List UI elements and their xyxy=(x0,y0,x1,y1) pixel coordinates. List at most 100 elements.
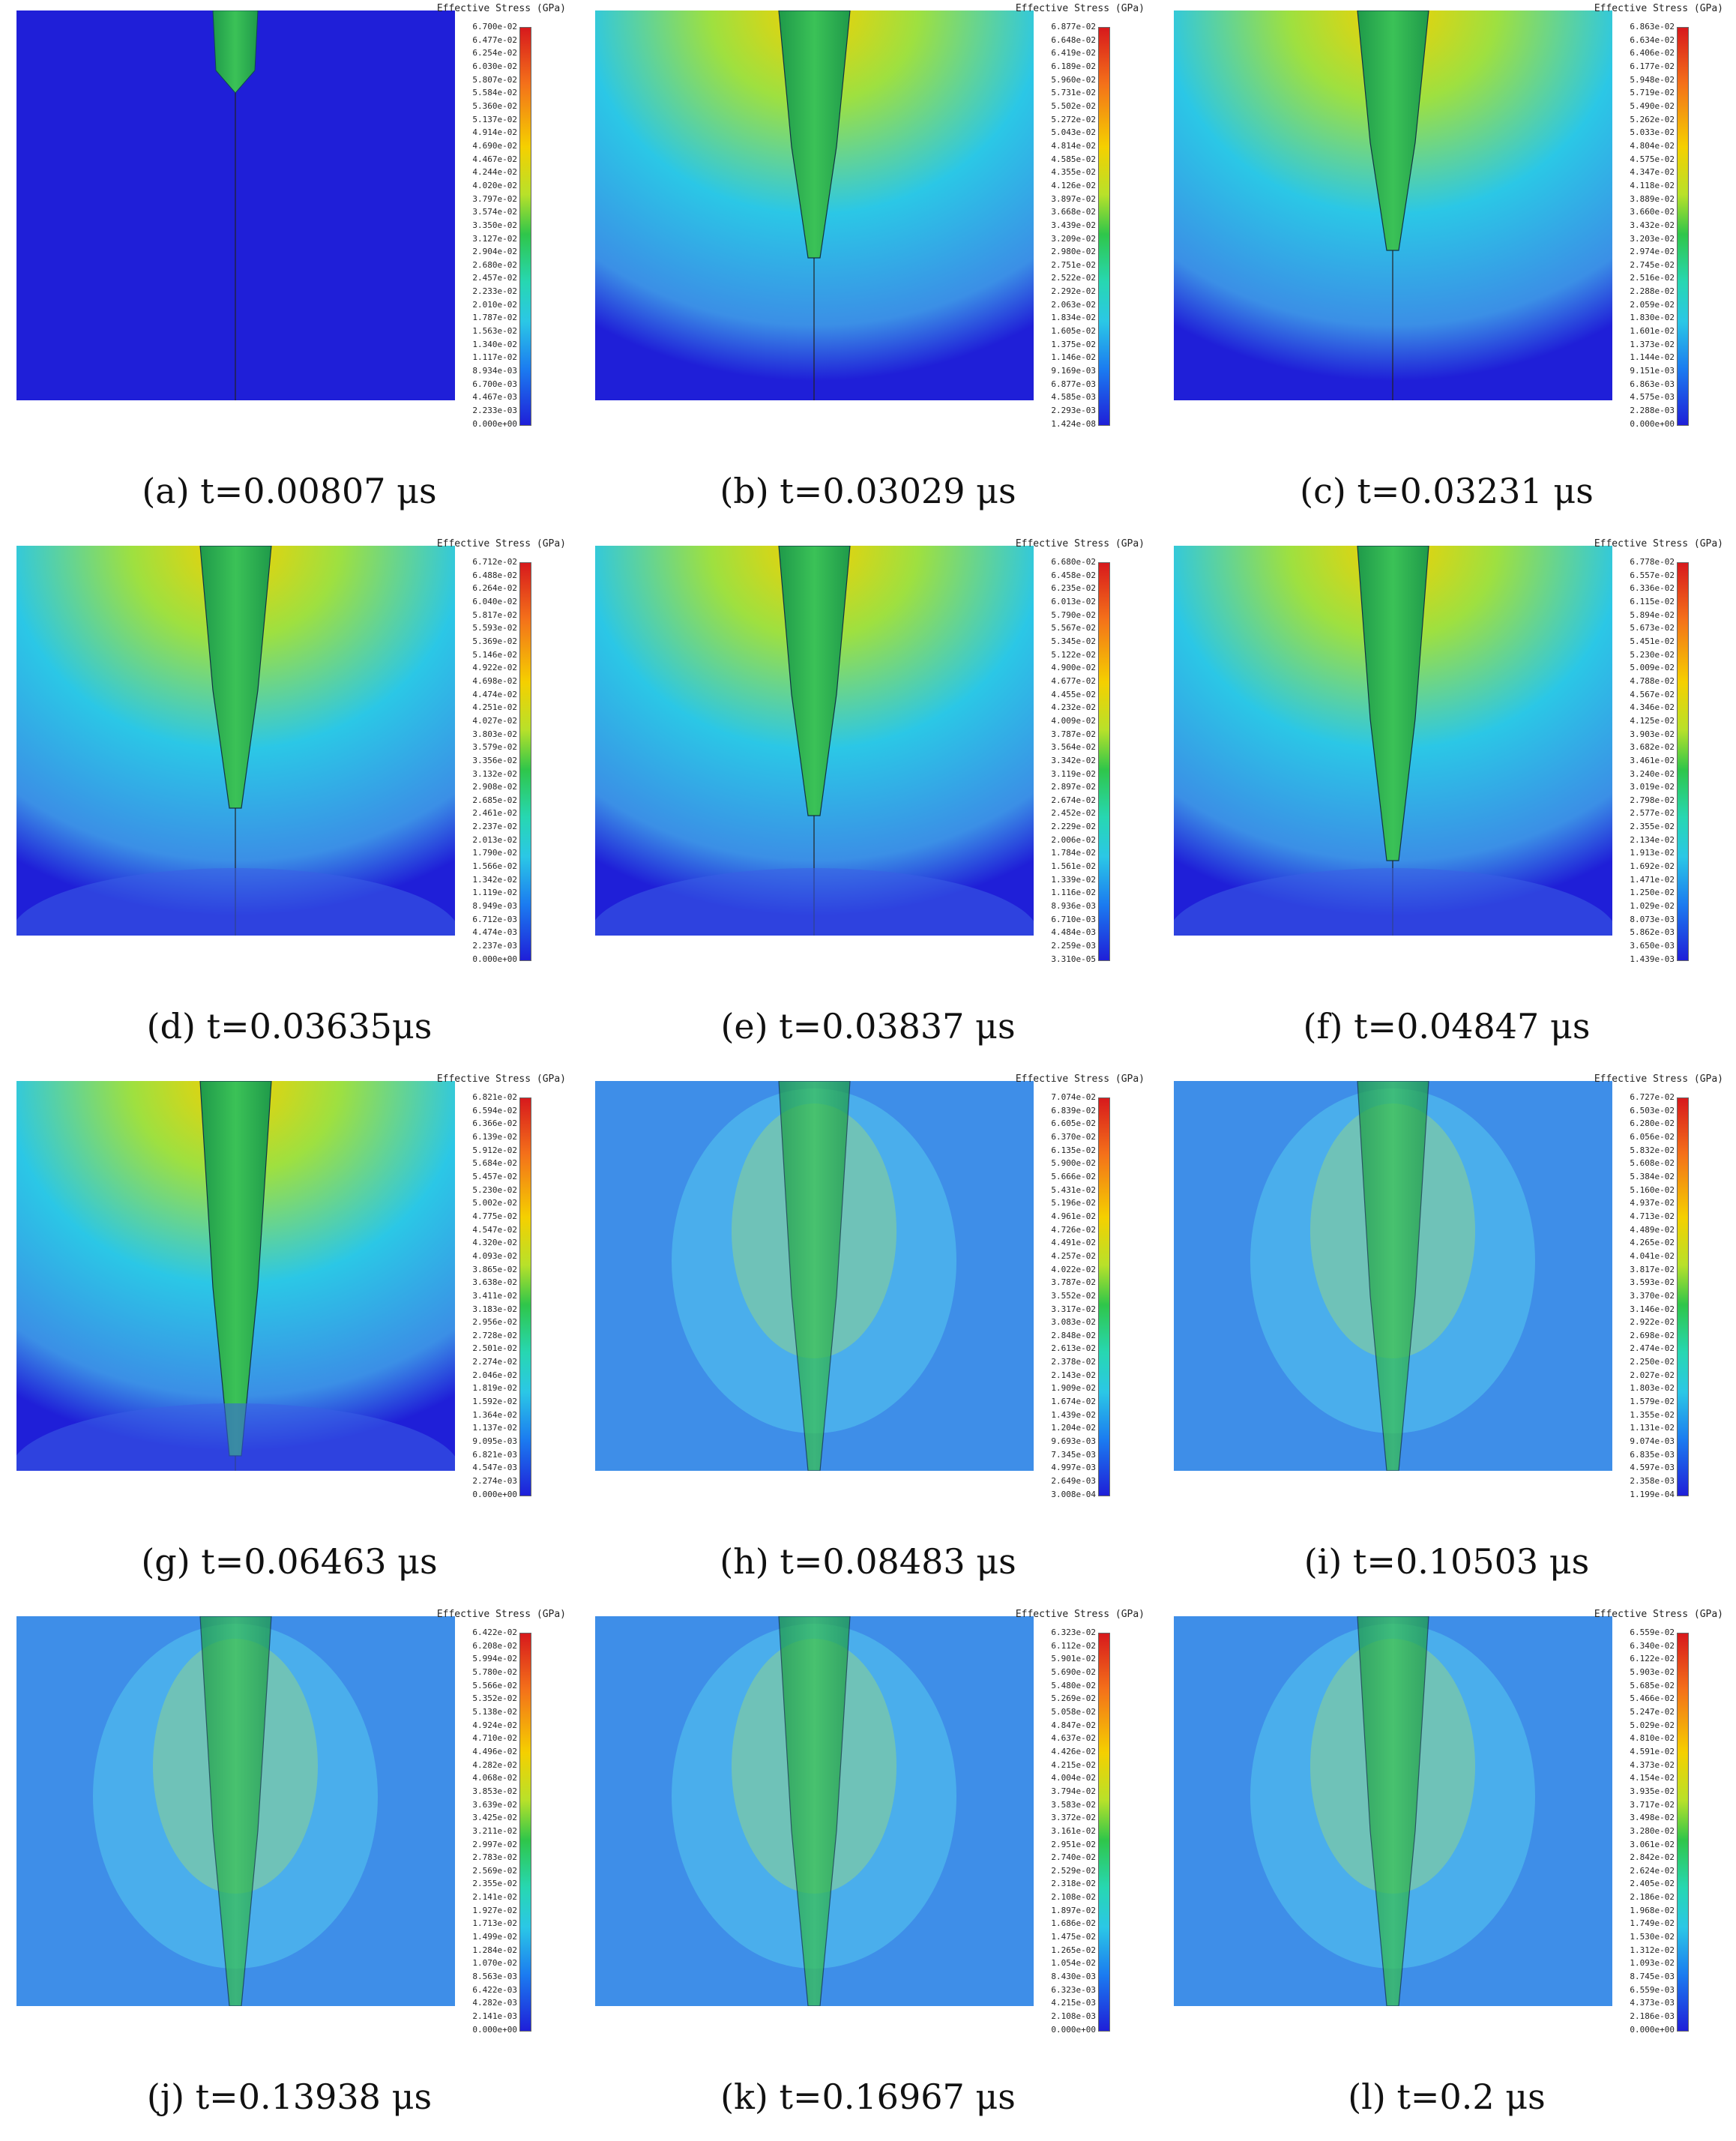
colorbar-tick-label: 1.787e-02 xyxy=(472,313,517,323)
colorbar-tick-label: 4.373e-02 xyxy=(1630,1759,1675,1770)
colorbar-tick-label: 3.240e-02 xyxy=(1630,768,1675,779)
colorbar-tick-label: 1.601e-02 xyxy=(1630,326,1675,337)
colorbar-tick-label: 6.458e-02 xyxy=(1051,570,1096,580)
colorbar-tick-label: 1.566e-02 xyxy=(472,861,517,872)
colorbar-tick-label: 4.585e-03 xyxy=(1051,392,1096,403)
colorbar-tick-label: 6.557e-02 xyxy=(1630,570,1675,580)
colorbar-tick-label: 4.810e-02 xyxy=(1630,1733,1675,1744)
colorbar-tick-label: 4.020e-02 xyxy=(472,180,517,190)
stress-contour-plot xyxy=(1174,1616,1612,2006)
colorbar-tick-label: 0.000e+00 xyxy=(472,418,517,429)
colorbar-tick-label: 6.323e-02 xyxy=(1051,1627,1096,1637)
panel-caption: (f) t=0.04847 μs xyxy=(1303,1006,1591,1047)
colorbar-title: Effective Stress (GPa) xyxy=(436,1609,566,1620)
colorbar-tick-label: 8.949e-03 xyxy=(472,901,517,912)
colorbar-tick-label: 5.817e-02 xyxy=(472,609,517,620)
colorbar-tick-label: 4.710e-02 xyxy=(472,1733,517,1744)
colorbar-tick-label: 6.700e-02 xyxy=(472,22,517,31)
colorbar-tick-label: 1.199e-04 xyxy=(1630,1489,1675,1499)
colorbar-tick-label: 5.230e-02 xyxy=(472,1184,517,1195)
colorbar-tick-label: 9.169e-03 xyxy=(1051,366,1096,376)
colorbar-tick-label: 4.900e-02 xyxy=(1051,663,1096,673)
colorbar-tick-label: 5.138e-02 xyxy=(472,1706,517,1717)
colorbar-tick-label: 3.425e-02 xyxy=(472,1813,517,1823)
colorbar-tick-label: 5.002e-02 xyxy=(472,1198,517,1208)
colorbar-tick-label: 4.775e-02 xyxy=(472,1211,517,1221)
colorbar-tick-label: 3.203e-02 xyxy=(1630,233,1675,244)
colorbar-tick-label: 2.452e-02 xyxy=(1051,808,1096,819)
colorbar-tick-label: 2.046e-02 xyxy=(472,1370,517,1380)
colorbar-tick-label: 5.384e-02 xyxy=(1630,1171,1675,1181)
colorbar-tick-label: 6.040e-02 xyxy=(472,596,517,606)
colorbar-tick-label: 2.318e-02 xyxy=(1051,1879,1096,1889)
contour-svg xyxy=(16,1616,455,2006)
colorbar-tick-label: 4.474e-02 xyxy=(472,689,517,699)
colorbar-tick-label: 6.370e-02 xyxy=(1051,1131,1096,1142)
colorbar-tick-label: 9.151e-03 xyxy=(1630,366,1675,376)
colorbar-tick-label: 2.698e-02 xyxy=(1630,1330,1675,1340)
colorbar-tick-label: 2.358e-03 xyxy=(1630,1476,1675,1487)
colorbar-tick-label: 3.008e-04 xyxy=(1051,1489,1096,1499)
colorbar-tick-label: 2.980e-02 xyxy=(1051,247,1096,257)
colorbar-tick-label: 6.877e-02 xyxy=(1051,22,1096,31)
colorbar-tick-label: 1.340e-02 xyxy=(472,339,517,349)
colorbar-tick-label: 5.731e-02 xyxy=(1051,88,1096,98)
colorbar-ticks: 6.863e-02 6.634e-02 6.406e-02 6.177e-02 5.94… xyxy=(1618,22,1675,429)
colorbar-tick-label: 1.475e-02 xyxy=(1051,1932,1096,1942)
colorbar-tick-label: 1.119e-02 xyxy=(472,888,517,898)
colorbar-tick-label: 6.680e-02 xyxy=(1051,557,1096,567)
colorbar-tick-label: 4.373e-03 xyxy=(1630,1998,1675,2008)
colorbar-tick-label: 6.280e-02 xyxy=(1630,1118,1675,1129)
colorbar-tick-label: 5.431e-02 xyxy=(1051,1184,1096,1195)
colorbar-tick-label: 4.484e-03 xyxy=(1051,927,1096,938)
colorbar-tick-label: 5.345e-02 xyxy=(1051,636,1096,646)
colorbar-tick-label: 3.127e-02 xyxy=(472,233,517,244)
colorbar-tick-label: 2.233e-02 xyxy=(472,286,517,297)
colorbar-tick-label: 3.660e-02 xyxy=(1630,207,1675,217)
colorbar-tick-label: 3.439e-02 xyxy=(1051,220,1096,230)
colorbar-tick-label: 5.684e-02 xyxy=(472,1158,517,1169)
colorbar-tick-label: 2.237e-03 xyxy=(472,941,517,951)
colorbar-tick-label: 2.063e-02 xyxy=(1051,299,1096,310)
colorbar-tick-label: 2.229e-02 xyxy=(1051,822,1096,832)
colorbar-tick-label: 5.832e-02 xyxy=(1630,1145,1675,1155)
colorbar-tick-label: 3.817e-02 xyxy=(1630,1264,1675,1274)
colorbar-tick-label: 4.467e-02 xyxy=(472,154,517,164)
colorbar-tick-label: 2.685e-02 xyxy=(472,795,517,805)
colorbar-ticks: 6.712e-02 6.488e-02 6.264e-02 6.040e-02 5.81… xyxy=(460,558,517,964)
colorbar-tick-label: 6.503e-02 xyxy=(1630,1105,1675,1115)
colorbar-title: Effective Stress (GPa) xyxy=(436,1073,566,1085)
colorbar-tick-label: 5.912e-02 xyxy=(472,1145,517,1155)
colorbar-tick-label: 3.083e-02 xyxy=(1051,1317,1096,1328)
colorbar-tick-label: 6.712e-03 xyxy=(472,914,517,924)
colorbar-tick-label: 4.320e-02 xyxy=(472,1238,517,1248)
colorbar-title: Effective Stress (GPa) xyxy=(1015,1073,1145,1085)
colorbar-tick-label: 1.265e-02 xyxy=(1051,1945,1096,1955)
colorbar xyxy=(519,1633,531,2032)
colorbar-tick-label: 3.132e-02 xyxy=(472,768,517,779)
colorbar-tick-label: 2.951e-02 xyxy=(1051,1839,1096,1849)
colorbar-tick-label: 1.784e-02 xyxy=(1051,848,1096,858)
colorbar-tick-label: 5.994e-02 xyxy=(472,1654,517,1664)
colorbar-tick-label: 4.491e-02 xyxy=(1051,1238,1096,1248)
colorbar-tick-label: 2.405e-02 xyxy=(1630,1879,1675,1889)
colorbar-tick-label: 4.009e-02 xyxy=(1051,715,1096,726)
colorbar-tick-label: 2.010e-02 xyxy=(472,299,517,310)
colorbar-tick-label: 1.070e-02 xyxy=(472,1958,517,1969)
colorbar-tick-label: 1.819e-02 xyxy=(472,1383,517,1394)
colorbar-tick-label: 5.137e-02 xyxy=(472,114,517,124)
colorbar-tick-label: 1.692e-02 xyxy=(1630,861,1675,872)
colorbar-tick-label: 1.375e-02 xyxy=(1051,339,1096,349)
colorbar xyxy=(519,562,531,961)
stress-contour-plot xyxy=(595,10,1034,400)
colorbar-title: Effective Stress (GPa) xyxy=(1594,1073,1723,1085)
colorbar-tick-label: 6.406e-02 xyxy=(1630,48,1675,58)
colorbar-tick-label: 2.355e-02 xyxy=(1630,822,1675,832)
colorbar-tick-label: 5.272e-02 xyxy=(1051,114,1096,124)
colorbar-tick-label: 2.059e-02 xyxy=(1630,299,1675,310)
colorbar-tick-label: 3.639e-02 xyxy=(472,1799,517,1810)
colorbar-tick-label: 5.269e-02 xyxy=(1051,1693,1096,1704)
colorbar-tick-label: 5.122e-02 xyxy=(1051,649,1096,660)
colorbar-tick-label: 4.232e-02 xyxy=(1051,702,1096,713)
panel-caption: (c) t=0.03231 μs xyxy=(1300,471,1594,511)
